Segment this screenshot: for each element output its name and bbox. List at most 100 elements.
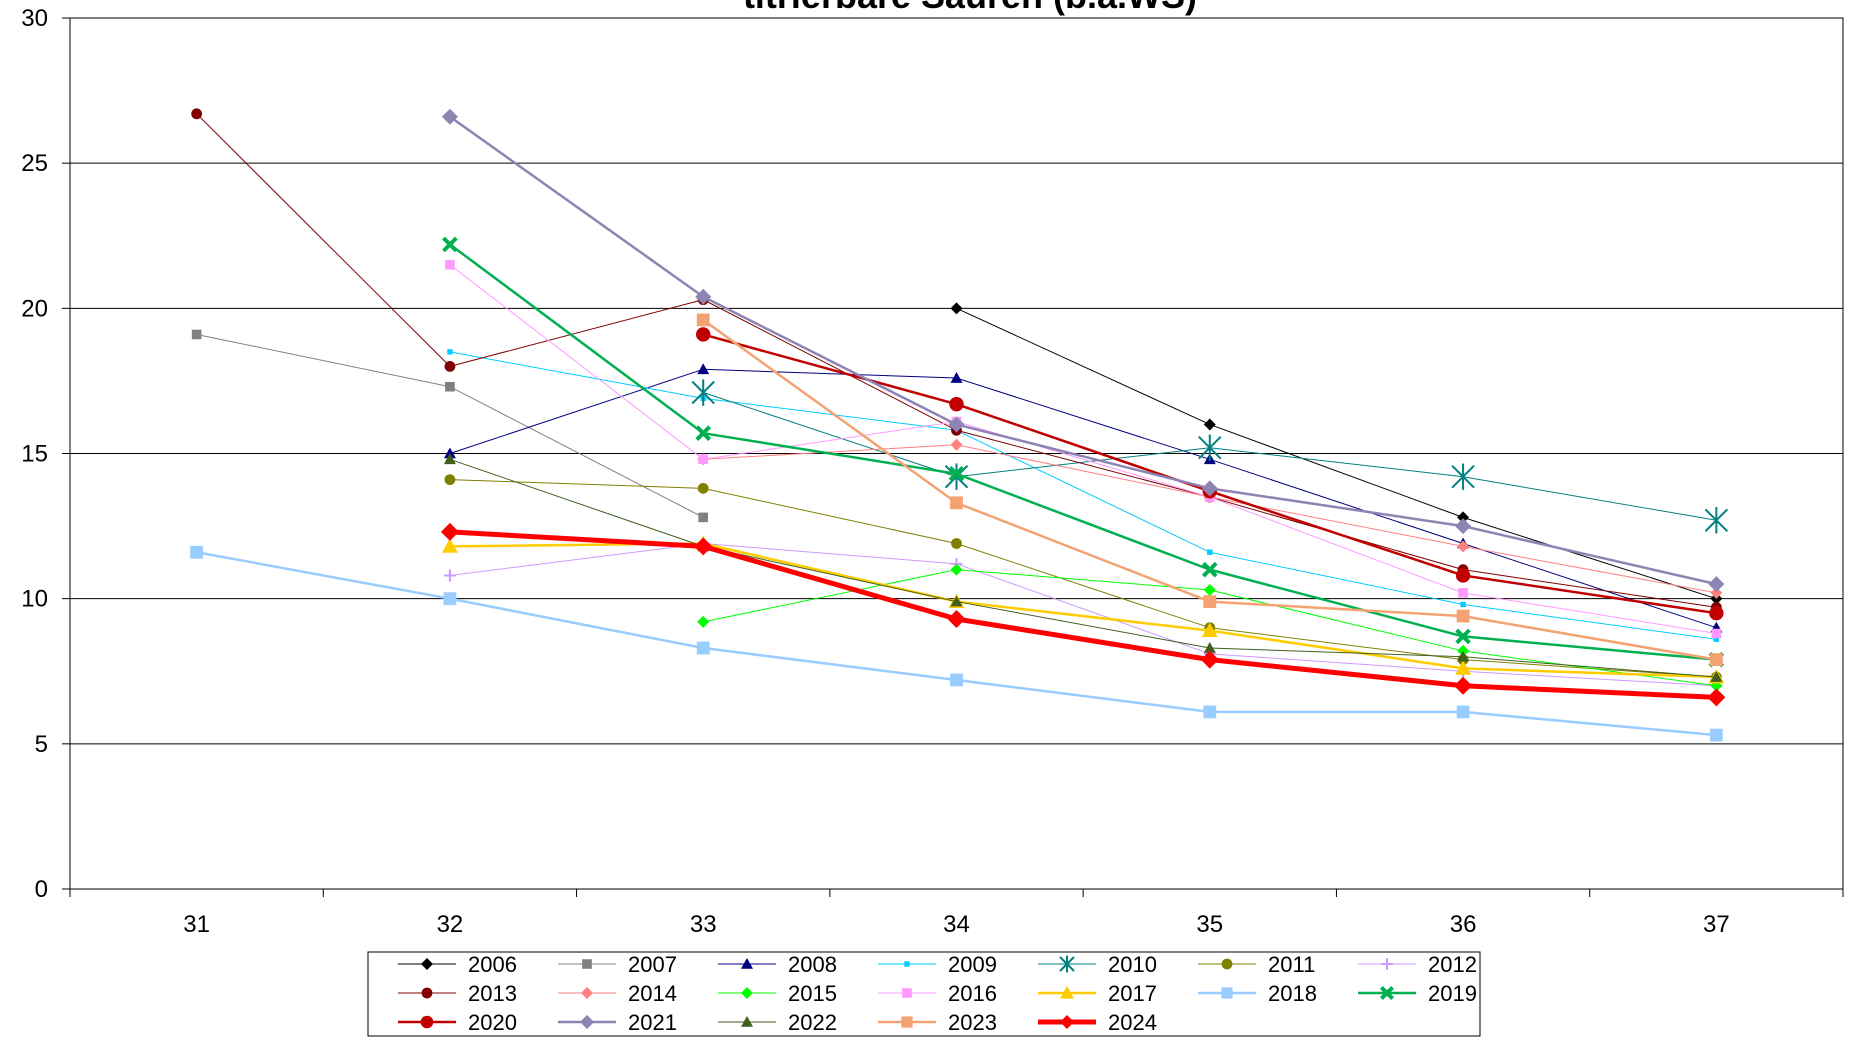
data-point-2018	[443, 592, 457, 606]
legend-item-2015: 2015	[718, 981, 837, 1006]
data-point-2010	[1704, 507, 1729, 534]
x-tick-label: 35	[1196, 911, 1223, 938]
series-2017	[441, 535, 1725, 684]
series-2006	[950, 302, 1723, 605]
legend-marker	[741, 987, 753, 999]
series-line-2016	[449, 264, 1717, 635]
data-point-2019	[1455, 628, 1471, 645]
data-point-2011	[697, 482, 709, 494]
legend-item-2017: 2017	[1038, 981, 1157, 1006]
legend-label: 2010	[1108, 952, 1157, 977]
legend-item-2023: 2023	[878, 1010, 997, 1035]
data-point-2022	[950, 595, 963, 607]
data-point-2018	[1203, 705, 1217, 719]
data-point-2020	[696, 327, 711, 342]
data-point-2007	[445, 381, 455, 392]
series-line-2012	[449, 543, 1717, 687]
data-point-2015	[697, 615, 710, 628]
data-point-2021	[695, 288, 712, 305]
data-point-2009	[1713, 636, 1720, 643]
data-point-2017	[441, 538, 458, 553]
legend-item-2019: 2019	[1358, 981, 1477, 1006]
data-point-2019	[1201, 561, 1218, 578]
x-tick-label: 36	[1450, 911, 1477, 938]
legend-marker	[901, 1016, 913, 1028]
legend-label: 2020	[468, 1010, 517, 1035]
data-point-2018	[1709, 728, 1723, 742]
legend-label: 2012	[1428, 952, 1477, 977]
legend-item-2020: 2020	[398, 1010, 517, 1035]
legend-item-2014: 2014	[558, 981, 677, 1006]
data-point-2021	[441, 108, 458, 125]
data-point-2013	[191, 108, 203, 120]
legend-item-2024: 2024	[1038, 1010, 1157, 1035]
gridlines	[70, 162, 1843, 745]
legend-label: 2008	[788, 952, 837, 977]
data-point-2018	[696, 641, 710, 655]
plot-area-frame	[69, 17, 1844, 890]
legend-marker	[421, 987, 433, 999]
legend-marker	[420, 1015, 434, 1029]
legend-label: 2021	[628, 1010, 677, 1035]
data-point-2009	[1207, 549, 1213, 555]
data-point-2006	[950, 302, 963, 315]
legend: 2006 2007 2008 2009 2010 2011 2012 2013 2014 2015…	[367, 951, 1481, 1037]
x-tick-label: 34	[943, 911, 970, 938]
series-2019	[442, 236, 1725, 668]
legend-marker	[1060, 986, 1074, 999]
x-tick-label: 31	[183, 911, 210, 938]
legend-label: 2017	[1108, 981, 1157, 1006]
chart-title: titrierbare Säuren (b.a.WS)	[743, 0, 1197, 16]
data-point-2014	[1710, 586, 1723, 599]
series-2022	[443, 453, 1723, 682]
x-tick-label: 33	[690, 911, 717, 938]
data-point-2007	[191, 329, 202, 340]
data-point-2019	[948, 466, 965, 482]
data-point-2019	[442, 236, 458, 253]
data-point-2023	[1456, 609, 1470, 623]
series-2008	[443, 363, 1723, 633]
data-point-2020	[949, 396, 964, 412]
legend-item-2010: 2010	[1038, 952, 1157, 977]
legend-marker	[1379, 985, 1395, 1001]
series-line-2013	[196, 113, 1717, 608]
y-tick-label: 10	[21, 586, 48, 613]
data-point-2015	[950, 563, 963, 576]
legend-marker	[741, 958, 753, 969]
legend-label: 2018	[1268, 981, 1317, 1006]
legend-label: 2023	[948, 1010, 997, 1035]
data-point-2024	[1707, 688, 1726, 707]
y-tick-label: 25	[21, 150, 48, 177]
data-point-2008	[950, 372, 963, 383]
data-point-2022	[443, 453, 456, 465]
legend-item-2006: 2006	[398, 952, 517, 977]
data-point-2009	[1460, 601, 1466, 608]
data-point-2017	[1455, 660, 1472, 675]
data-point-2020	[1455, 568, 1471, 583]
series-2012	[443, 537, 1723, 692]
series-2018	[190, 545, 1723, 742]
data-point-2017	[1201, 622, 1218, 638]
data-point-2010	[1198, 434, 1222, 461]
data-point-2024	[1200, 650, 1219, 669]
legend-item-2007: 2007	[558, 952, 677, 977]
series-2023	[696, 313, 1723, 667]
legend-item-2016: 2016	[878, 981, 997, 1006]
data-point-2023	[1203, 595, 1217, 608]
data-point-2021	[1708, 576, 1725, 593]
series-2013	[191, 108, 1722, 613]
legend-item-2009: 2009	[878, 952, 997, 977]
data-point-2014	[950, 438, 963, 451]
legend-label: 2014	[628, 981, 677, 1006]
series-line-2024	[449, 529, 1717, 700]
series-2011	[444, 474, 1722, 683]
legend-marker	[581, 987, 593, 999]
data-point-2018	[950, 673, 963, 687]
legend-label: 2022	[788, 1010, 837, 1035]
data-point-2006	[1457, 511, 1470, 524]
y-tick-label: 0	[35, 876, 48, 903]
data-point-2018	[1456, 705, 1470, 719]
legend-item-2018: 2018	[1198, 981, 1317, 1006]
